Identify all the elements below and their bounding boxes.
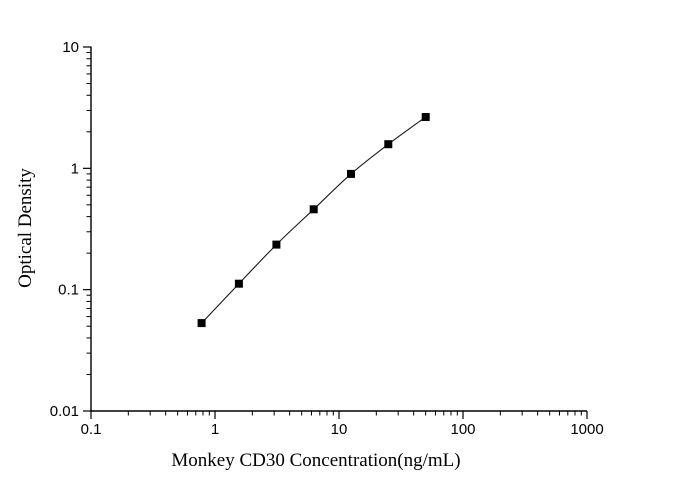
y-axis-tick-label: 1 <box>71 160 79 177</box>
x-axis-tick-label: 100 <box>450 421 475 438</box>
data-point-marker <box>347 169 355 178</box>
data-point-marker <box>197 319 206 328</box>
x-axis-tick-label: 10 <box>331 421 348 438</box>
data-point-marker <box>234 279 243 288</box>
data-point-marker <box>384 140 393 149</box>
x-axis-title: Monkey CD30 Concentration(ng/mL) <box>171 450 460 471</box>
data-point-marker <box>421 113 430 121</box>
x-axis-tick-label: 0.1 <box>81 421 102 438</box>
x-axis-tick-label: 1000 <box>570 421 603 438</box>
y-axis-tick-label: 10 <box>62 39 79 56</box>
y-axis-title: Optical Density <box>15 168 36 288</box>
y-axis-tick-label: 0.01 <box>50 403 79 420</box>
x-axis-tick-label: 1 <box>211 421 219 438</box>
data-point-marker <box>272 240 281 249</box>
data-point-marker <box>309 205 318 214</box>
y-axis-tick-label: 0.1 <box>58 282 79 299</box>
